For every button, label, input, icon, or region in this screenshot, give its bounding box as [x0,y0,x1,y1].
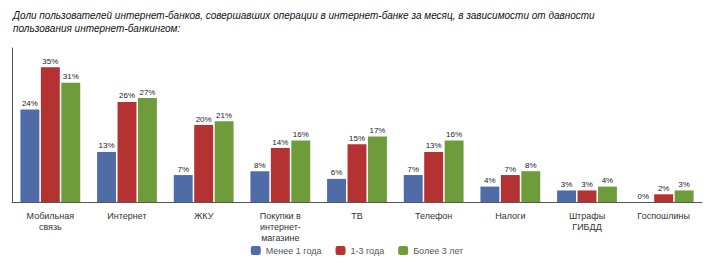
svg-text:Налоги: Налоги [495,211,525,221]
svg-text:27%: 27% [139,88,155,97]
svg-text:Интернет: Интернет [107,211,146,221]
svg-text:24%: 24% [22,99,38,108]
svg-text:8%: 8% [254,161,266,170]
svg-text:ТВ: ТВ [351,211,363,221]
svg-text:пользования интернет-банкингом: пользования интернет-банкингом: [13,23,180,34]
svg-text:1-3 года: 1-3 года [351,246,385,256]
svg-text:8%: 8% [525,161,537,170]
svg-text:ГИБДД: ГИБДД [572,222,601,232]
svg-text:ЖКУ: ЖКУ [194,211,214,221]
svg-text:Более 3 лет: Более 3 лет [413,246,463,256]
svg-text:магазине: магазине [261,233,299,243]
svg-text:21%: 21% [216,111,232,120]
svg-text:0%: 0% [637,192,649,201]
svg-text:7%: 7% [177,165,189,174]
svg-text:16%: 16% [293,130,309,139]
svg-text:13%: 13% [99,141,115,150]
svg-text:Госпошлины: Госпошлины [637,211,690,221]
svg-text:3%: 3% [561,180,573,189]
svg-text:7%: 7% [407,165,419,174]
svg-text:3%: 3% [678,180,690,189]
svg-text:31%: 31% [63,72,79,81]
svg-text:7%: 7% [505,165,517,174]
svg-text:3%: 3% [581,180,593,189]
svg-text:4%: 4% [602,176,614,185]
svg-text:17%: 17% [369,126,385,135]
svg-text:связь: связь [39,222,62,232]
svg-text:Штрафы: Штрафы [569,211,605,221]
svg-text:интернет-: интернет- [260,222,301,232]
svg-text:13%: 13% [426,141,442,150]
svg-text:35%: 35% [42,57,58,66]
svg-text:Мобильная: Мобильная [27,211,75,221]
svg-text:4%: 4% [484,176,496,185]
svg-text:Доли пользователей интернет-ба: Доли пользователей интернет-банков, сове… [12,10,595,21]
svg-text:Телефон: Телефон [415,211,452,221]
svg-text:6%: 6% [331,168,343,177]
svg-text:26%: 26% [119,91,135,100]
svg-text:Менее 1 года: Менее 1 года [266,246,322,256]
svg-text:15%: 15% [349,134,365,143]
svg-text:16%: 16% [446,130,462,139]
svg-text:20%: 20% [196,115,212,124]
svg-text:2%: 2% [658,184,670,193]
svg-text:Покупки в: Покупки в [260,211,301,221]
svg-text:14%: 14% [272,138,288,147]
